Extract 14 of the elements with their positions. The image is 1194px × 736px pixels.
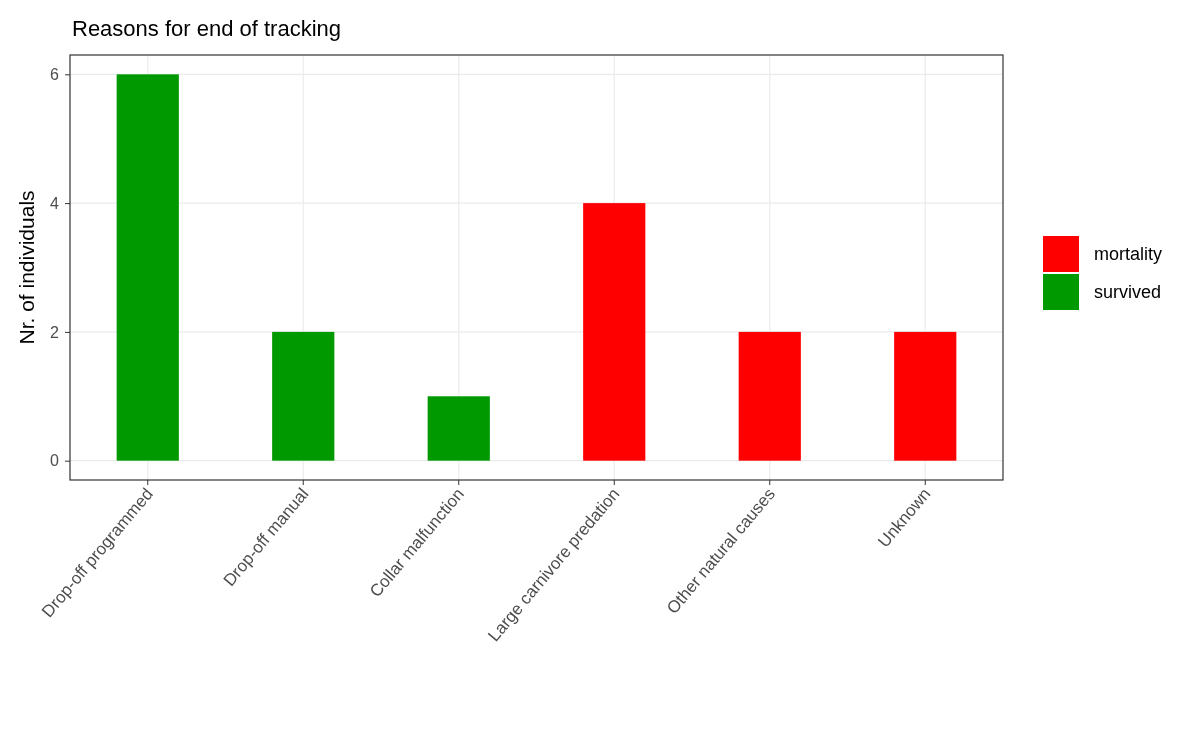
chart-title: Reasons for end of tracking [72,16,342,41]
bar [738,331,801,461]
bar [427,396,490,461]
legend-label: mortality [1094,244,1163,264]
y-tick-label: 4 [50,194,60,212]
y-axis-title: Nr. of individuals [15,190,38,345]
bar [894,331,957,461]
y-tick-label: 6 [50,65,60,83]
bar [583,203,646,461]
bar [116,74,179,461]
legend-label: survived [1094,282,1162,302]
y-tick-label: 0 [50,452,60,470]
bar [272,331,335,461]
y-tick-label: 2 [50,323,60,341]
